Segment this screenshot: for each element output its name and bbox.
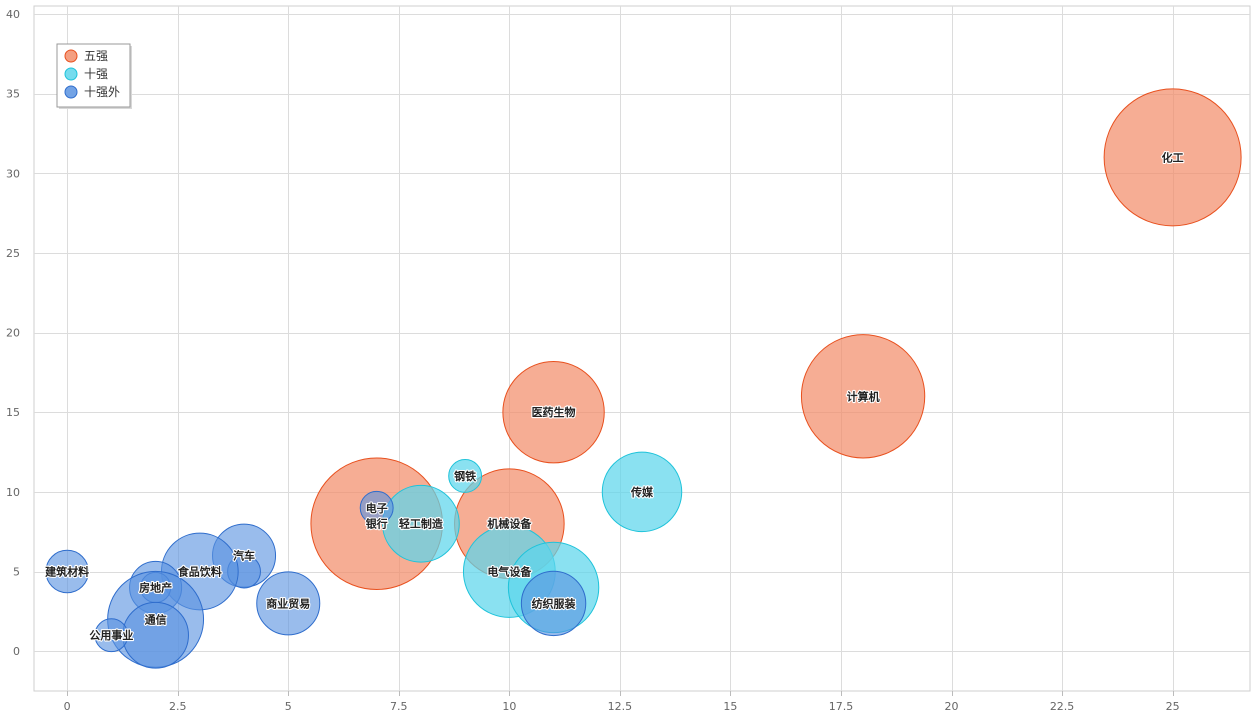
legend-item-label[interactable]: 十强 [84,67,108,81]
bubble-label: 食品饮料 [178,565,222,579]
legend-item-label[interactable]: 五强 [84,49,108,63]
x-tick-label: 17.5 [829,700,854,713]
y-tick-label: 25 [6,247,20,260]
y-tick-label: 10 [6,486,20,499]
y-tick-label: 5 [13,566,20,579]
x-tick-label: 15 [723,700,737,713]
x-tick-label: 5 [285,700,292,713]
bubble-label: 建筑材料 [45,565,89,579]
bubble-电子[interactable] [359,490,394,525]
bubble-label: 公用事业 [89,628,133,642]
x-tick-label: 0 [64,700,71,713]
bubble-label: 汽车 [233,549,255,563]
y-tick-label: 15 [6,406,20,419]
y-tick-label: 20 [6,327,20,340]
legend-marker[interactable] [64,85,78,99]
y-tick-label: 40 [6,8,20,21]
bubble-label: 轻工制造 [399,517,444,531]
bubble-label: 电气设备 [487,565,532,579]
x-tick-label: 2.5 [169,700,187,713]
bubble-label: 纺织服装 [532,596,576,610]
x-tick-label: 10 [502,700,516,713]
legend-marker[interactable] [64,49,78,63]
y-tick-label: 0 [13,645,20,658]
bubble-label: 银行 [366,517,388,531]
bubble-label: 计算机 [847,389,880,403]
x-tick-label: 20 [945,700,959,713]
bubble-label: 钢铁 [454,469,476,483]
bubble-轻工制造[interactable] [382,484,460,563]
bubble-label: 电子 [366,501,388,515]
bubble-label: 机械设备 [487,517,532,531]
bubble-建筑材料[interactable] [45,549,89,594]
bubble-商业贸易[interactable] [256,571,321,636]
bubble-传媒[interactable] [601,451,683,533]
legend-marker[interactable] [64,67,78,81]
bubble-layer [45,88,1242,669]
bubble-label: 商业贸易 [266,596,310,610]
bubble-label: 化工 [1162,150,1184,164]
y-tick-label: 30 [6,167,20,180]
x-tick-label: 7.5 [390,700,408,713]
bubble-化工[interactable] [1103,88,1242,227]
bubble-公用事业[interactable] [94,618,129,653]
bubble-label: 房地产 [139,580,172,594]
bubble-label: 传媒 [630,485,654,499]
bubble-纺织服装[interactable] [520,570,587,637]
bubble-医药生物[interactable] [502,361,605,464]
x-tick-label: 25 [1166,700,1180,713]
bubble-label: 通信 [145,612,167,626]
x-tick-label: 22.5 [1050,700,1075,713]
x-tick-label: 12.5 [608,700,633,713]
axis-layer: 0 2.5 5 7.5 10 12.5 15 17.5 20 22.5 25 0 5 10 15 20 25 30… [6,8,1180,713]
bubble-label: 医药生物 [532,405,576,419]
plot-frame [33,5,1251,692]
legend-item-label[interactable]: 十强外 [84,85,120,99]
y-tick-label: 35 [6,88,20,101]
bubble-钢铁[interactable] [448,459,483,493]
bubble-计算机[interactable] [800,334,926,459]
